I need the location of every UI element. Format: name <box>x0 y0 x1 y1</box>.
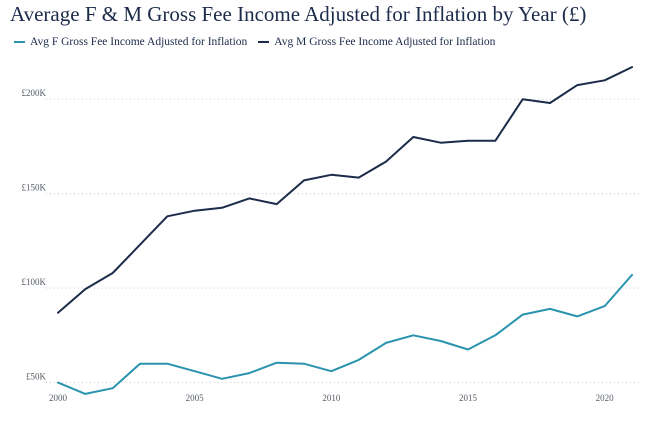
x-tick-label: 2015 <box>459 393 478 403</box>
series-line-male <box>57 66 633 314</box>
chart-title: Average F & M Gross Fee Income Adjusted … <box>10 2 587 26</box>
legend-swatch-female <box>14 41 25 43</box>
x-tick-label: 2000 <box>49 393 68 403</box>
y-tick-label: £150K <box>22 183 47 193</box>
legend-label-female: Avg F Gross Fee Income Adjusted for Infl… <box>30 36 248 48</box>
x-tick-label: 2005 <box>186 393 205 403</box>
x-tick-label: 2020 <box>596 393 615 403</box>
legend-item-male: Avg M Gross Fee Income Adjusted for Infl… <box>258 36 495 48</box>
y-tick-label: £100K <box>22 277 47 287</box>
x-tick-label: 2010 <box>322 393 341 403</box>
chart-legend: Avg F Gross Fee Income Adjusted for Infl… <box>14 36 506 48</box>
legend-swatch-male <box>258 41 270 43</box>
legend-label-male: Avg M Gross Fee Income Adjusted for Infl… <box>274 36 496 48</box>
y-tick-label: £200K <box>22 88 47 98</box>
legend-item-female: Avg F Gross Fee Income Adjusted for Infl… <box>14 36 247 48</box>
series-line-female <box>57 273 633 395</box>
y-tick-label: £50K <box>26 372 47 382</box>
